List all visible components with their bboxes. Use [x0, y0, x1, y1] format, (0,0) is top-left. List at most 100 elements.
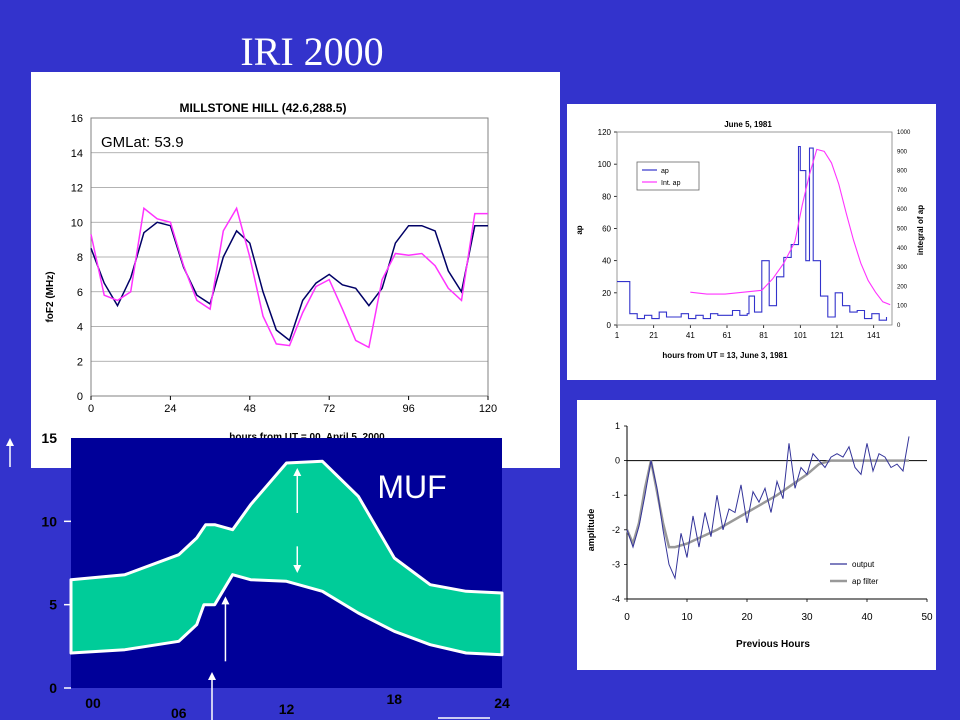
amplitude-legend-label-output: output — [852, 560, 875, 569]
foF2-y-tick-label: 2 — [77, 356, 83, 368]
ap-y-axis-label: ap — [575, 225, 584, 234]
foF2-plot-frame — [90, 117, 489, 397]
ap-x-tick-label: 21 — [649, 331, 658, 340]
ap-y2-axis-label: integral of ap — [916, 205, 925, 255]
muf-chart: MUF 0 5 10 15 00 06 12 18 24 — [6, 430, 510, 720]
ap-y2-tick-label: 500 — [897, 227, 908, 233]
ap-chart: June 5, 1981 ap integral of ap hours fro… — [575, 120, 925, 360]
ap-series-int-ap-line — [690, 148, 891, 306]
ap-y-tick-label: 60 — [602, 225, 611, 234]
ap-x-tick-label: 81 — [759, 331, 768, 340]
ap-chart-title: June 5, 1981 — [724, 120, 772, 129]
foF2-chart: MILLSTONE HILL (42.6,288.5) GMLat: 53.9 … — [45, 101, 497, 443]
foF2-y-tick-label: 16 — [71, 113, 83, 125]
amplitude-y-tick-label: -4 — [612, 594, 620, 604]
amplitude-legend-label-ap-filter: ap filter — [852, 577, 879, 586]
amplitude-y-axis-label: amplitude — [586, 509, 596, 552]
muf-range-arrowhead-upper — [293, 468, 302, 476]
foF2-series-0-line — [90, 221, 488, 342]
ap-y2-tick-label: 400 — [897, 246, 908, 252]
foF2-y-tick-label: 8 — [77, 252, 83, 264]
foF2-x-tick-label: 0 — [88, 403, 94, 415]
foF2-chart-title: MILLSTONE HILL (42.6,288.5) — [180, 101, 347, 115]
foF2-x-tick-label: 48 — [244, 403, 256, 415]
muf-x-tick-label: 12 — [279, 701, 295, 717]
muf-y-tick-label: 0 — [49, 680, 57, 696]
ap-x-tick-label: 61 — [723, 331, 732, 340]
amplitude-series-output-line — [626, 436, 910, 581]
amplitude-y-tick-label: -3 — [612, 559, 620, 569]
amplitude-x-tick-label: 30 — [801, 612, 813, 623]
amplitude-y-tick-label: -2 — [612, 525, 620, 535]
amplitude-x-tick-label: 40 — [861, 612, 873, 623]
foF2-y-tick-label: 12 — [71, 183, 83, 195]
muf-x-tick-label: 24 — [494, 695, 510, 711]
ap-y-tick-label: 100 — [598, 160, 612, 169]
muf-label: MUF — [377, 469, 446, 505]
amplitude-series-ap-filter-line — [625, 459, 909, 549]
amplitude-chart-panel: amplitude Previous Hours output ap filte… — [577, 400, 936, 670]
muf-range-arrowhead-lower — [293, 565, 302, 573]
ap-y2-tick-label: 1000 — [897, 130, 911, 136]
foF2-x-tick-label: 120 — [479, 403, 497, 415]
ap-x-tick-label: 101 — [794, 331, 808, 340]
foF2-x-tick-label: 96 — [402, 403, 414, 415]
ap-plot-frame — [616, 131, 893, 326]
foF2-x-tick-label: 72 — [323, 403, 335, 415]
amplitude-x-tick-label: 20 — [741, 612, 753, 623]
ap-x-tick-label: 121 — [830, 331, 844, 340]
ap-legend-label-ap: ap — [661, 168, 669, 175]
ap-chart-panel: June 5, 1981 ap integral of ap hours fro… — [567, 104, 936, 380]
ap-y2-tick-label: 600 — [897, 207, 908, 213]
ap-y-tick-label: 0 — [607, 321, 612, 330]
ap-y-tick-label: 120 — [598, 128, 612, 137]
foF2-y-axis-label: foF2 (MHz) — [45, 271, 56, 322]
ap-legend-label-int-ap: Int. ap — [661, 180, 681, 187]
amplitude-x-tick-label: 10 — [681, 612, 693, 623]
ap-legend — [636, 161, 700, 191]
amplitude-y-tick-label: 0 — [615, 456, 620, 466]
amplitude-x-axis-label: Previous Hours — [736, 639, 810, 650]
foF2-y-tick-label: 6 — [77, 287, 83, 299]
muf-band — [69, 459, 504, 657]
muf-x-tick-label: 06 — [171, 705, 187, 720]
slide-title: IRI 2000 — [240, 29, 384, 74]
muf-sunrise-arrowhead — [208, 672, 216, 680]
ap-y2-tick-label: 0 — [897, 323, 901, 329]
muf-y-tick-label: 5 — [49, 597, 57, 613]
ap-y2-tick-label: 200 — [897, 284, 908, 290]
ap-x-tick-label: 1 — [615, 331, 620, 340]
muf-x-tick-label: 18 — [386, 691, 402, 707]
ap-y2-tick-label: 700 — [897, 188, 908, 194]
ap-x-axis-label: hours from UT = 13, June 3, 1981 — [662, 351, 788, 360]
amplitude-chart: amplitude Previous Hours output ap filte… — [586, 421, 933, 650]
muf-y-axis-arrowhead — [6, 438, 14, 446]
amplitude-x-tick-label: 50 — [921, 612, 933, 623]
foF2-y-tick-label: 10 — [71, 217, 83, 229]
ap-y2-tick-label: 800 — [897, 169, 908, 175]
ap-y-tick-label: 20 — [602, 289, 611, 298]
ap-y-tick-label: 80 — [602, 192, 611, 201]
ap-y2-tick-label: 100 — [897, 304, 908, 310]
foF2-series-1-line — [90, 206, 488, 349]
ap-series-ap-line — [617, 145, 888, 321]
ap-x-tick-label: 141 — [867, 331, 881, 340]
muf-chart-panel: MUF 0 5 10 15 00 06 12 18 24 — [0, 420, 520, 720]
foF2-chart-panel: MILLSTONE HILL (42.6,288.5) GMLat: 53.9 … — [31, 72, 560, 468]
ap-y2-tick-label: 300 — [897, 265, 908, 271]
foF2-y-tick-label: 14 — [71, 148, 83, 160]
ap-x-tick-label: 41 — [686, 331, 695, 340]
muf-x-tick-label: 00 — [85, 695, 101, 711]
foF2-y-tick-label: 0 — [77, 391, 83, 403]
foF2-y-tick-label: 4 — [77, 322, 83, 334]
muf-y-tick-label: 15 — [41, 430, 57, 446]
ap-y-tick-label: 40 — [602, 257, 611, 266]
muf-y-tick-label: 10 — [41, 513, 57, 529]
foF2-gmlat-annotation: GMLat: 53.9 — [101, 134, 184, 151]
foF2-x-tick-label: 24 — [164, 403, 176, 415]
amplitude-y-tick-label: -1 — [612, 490, 620, 500]
foF2-x-axis-label: hours from UT = 00, April 5, 2000 — [229, 432, 385, 443]
ap-y2-tick-label: 900 — [897, 149, 908, 155]
amplitude-x-tick-label: 0 — [624, 612, 630, 623]
amplitude-y-tick-label: 1 — [615, 421, 620, 431]
